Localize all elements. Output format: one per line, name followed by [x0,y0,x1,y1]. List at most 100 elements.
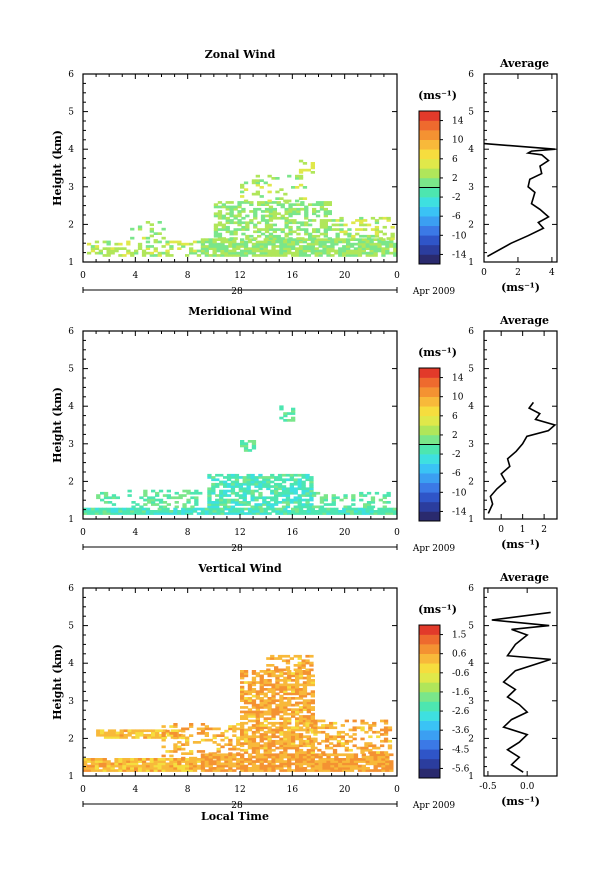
heatmap-cell [302,742,308,745]
heatmap-cell [211,505,216,509]
heatmap-cell [194,496,199,500]
profile-y-tick-label: 1 [468,258,474,268]
heatmap-cell [287,733,292,736]
heatmap-cell [309,505,314,509]
heatmap-cell [310,764,315,768]
heatmap-cell [310,674,315,678]
heatmap-cell [238,485,243,488]
heatmap-cell [381,769,386,772]
heatmap-cell [220,769,225,772]
heatmap-cell [247,767,253,770]
heatmap-cell [353,247,359,250]
heatmap-cell [274,503,279,506]
heatmap-cell [177,512,182,515]
heatmap-cell [302,744,308,748]
heatmap-cell [200,251,206,255]
heatmap-cell [141,764,147,768]
heatmap-cell [310,681,315,684]
heatmap-cell [268,212,274,216]
heatmap-cell [145,512,151,515]
heatmap-cell [196,767,202,770]
heatmap-cell [323,232,328,236]
heatmap-cell [298,159,304,163]
heatmap-cell [342,251,347,255]
heatmap-cell [185,242,190,246]
heatmap-cell [204,725,209,728]
heatmap-cell [145,510,151,513]
heatmap-cell [281,485,287,488]
heatmap-cell [357,510,363,513]
heatmap-cell [251,688,257,691]
heatmap-cell [279,245,284,248]
heatmap-cell [220,753,225,757]
heatmap-cell [243,188,249,191]
heatmap-cell [323,203,328,206]
colorbar-label: 2 [452,174,458,184]
heatmap-cell [267,512,272,515]
heatmap-cell [326,510,331,513]
heatmap-cell [243,742,249,745]
heatmap-cell [287,769,292,772]
heatmap-cell [207,494,212,497]
heatmap-cell [135,736,140,739]
heatmap-cell [322,512,327,515]
heatmap-cell [149,512,154,515]
heatmap-cell [246,487,251,491]
heatmap-cell [224,736,229,740]
heatmap-cell [228,743,233,746]
heatmap-cell [135,733,140,737]
heatmap-cell [189,242,194,246]
heatmap-cells [86,159,398,257]
heatmap-cell [284,201,289,204]
heatmap-cell [306,760,311,763]
heatmap-cell [189,512,194,515]
heatmap-cell [134,769,139,772]
heatmap-cell [276,201,281,204]
heatmap-cell [315,210,321,213]
heatmap-cell [236,510,241,513]
heatmap-cell [298,767,304,770]
heatmap-cell [325,735,330,739]
heatmap-cell [263,703,268,707]
heatmap-cell [291,679,296,682]
heatmap-cell [283,717,288,720]
heatmap-cell [259,753,264,757]
heatmap-cell [326,512,331,515]
profile-x-label: (ms⁻¹) [501,538,540,551]
heatmap-cell [255,697,260,700]
heatmap-cell [194,498,199,502]
heatmap-cell [390,225,395,229]
heatmap-cell [166,503,171,506]
heatmap-cell [155,494,160,497]
heatmap-cell [158,498,164,502]
heatmap-cell [173,725,178,728]
heatmap-cell [147,736,152,739]
heatmap-cell [228,727,233,731]
heatmap-cell [275,706,280,709]
heatmap-cell [181,734,186,737]
heatmap-cell [106,510,111,513]
heatmap-cell [259,762,264,766]
heatmap-cell [238,482,243,486]
heatmap-cell [181,769,186,772]
heatmap-cell [177,745,182,749]
colorbar-label: -2 [452,450,461,460]
heatmap-cell [141,769,147,772]
heatmap-cell [225,219,230,222]
heatmap-cell [139,733,144,737]
heatmap-cell [291,690,296,693]
heatmap-cell [306,737,311,741]
heatmap-cell [347,232,352,236]
heatmap-cell [225,207,230,211]
heatmap-cell [165,251,170,255]
heatmap-cell [223,498,228,502]
heatmap-cell [314,767,319,770]
heatmap-cell [255,249,260,253]
heatmap-cell [240,674,245,678]
heatmap-cell [232,758,237,761]
heatmap-cell [285,501,291,504]
heatmap-cell [165,758,170,761]
heatmap-cell [387,726,393,730]
heatmap-cell [240,672,245,675]
heatmap-cell [130,507,135,511]
